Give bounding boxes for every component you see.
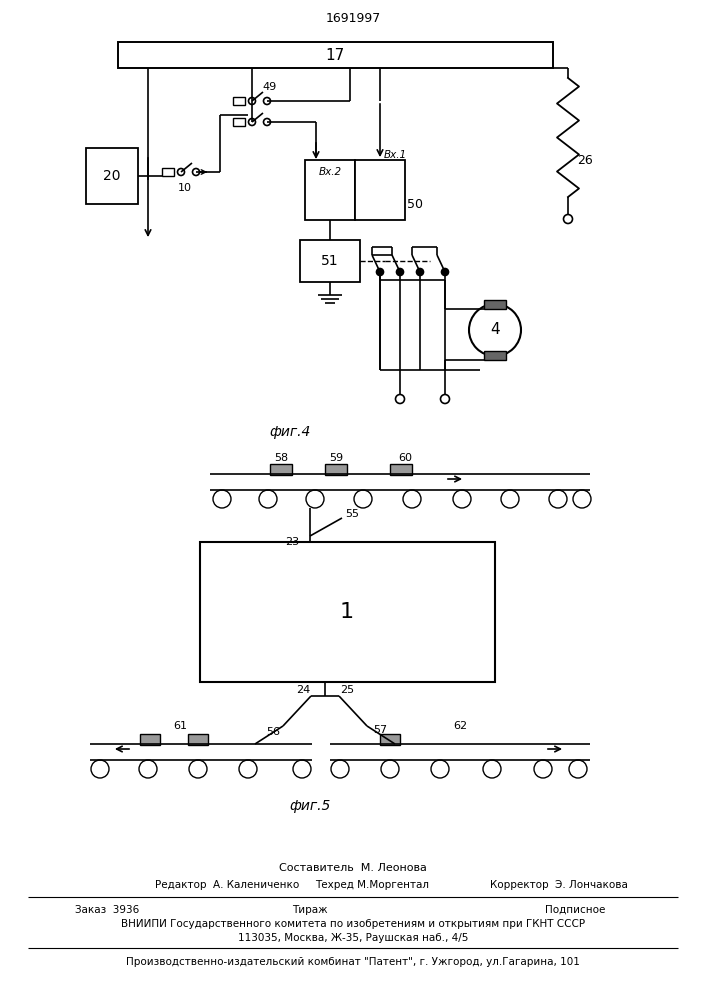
Circle shape bbox=[264, 98, 271, 104]
Text: Заказ  3936: Заказ 3936 bbox=[75, 905, 139, 915]
Text: 49: 49 bbox=[263, 82, 277, 92]
Bar bbox=[390, 464, 412, 475]
Circle shape bbox=[139, 760, 157, 778]
Circle shape bbox=[377, 268, 383, 275]
Text: Вх.1: Вх.1 bbox=[383, 150, 407, 160]
Text: 24: 24 bbox=[296, 685, 310, 695]
Circle shape bbox=[189, 760, 207, 778]
Circle shape bbox=[395, 394, 404, 403]
Text: 10: 10 bbox=[178, 183, 192, 193]
Circle shape bbox=[549, 490, 567, 508]
Text: 113035, Москва, Ж-35, Раушская наб., 4/5: 113035, Москва, Ж-35, Раушская наб., 4/5 bbox=[238, 933, 468, 943]
Bar bbox=[300, 240, 360, 282]
Bar bbox=[484, 351, 506, 360]
Bar bbox=[355, 160, 405, 220]
Circle shape bbox=[453, 490, 471, 508]
Circle shape bbox=[248, 98, 255, 104]
Text: 1691997: 1691997 bbox=[325, 11, 380, 24]
Circle shape bbox=[239, 760, 257, 778]
Circle shape bbox=[469, 304, 521, 356]
Text: 1: 1 bbox=[340, 602, 354, 622]
Circle shape bbox=[501, 490, 519, 508]
Circle shape bbox=[331, 760, 349, 778]
Text: 62: 62 bbox=[453, 721, 467, 731]
Text: 20: 20 bbox=[103, 169, 121, 183]
Text: 57: 57 bbox=[373, 725, 387, 735]
Text: 17: 17 bbox=[325, 47, 344, 62]
Bar bbox=[380, 734, 400, 745]
Circle shape bbox=[483, 760, 501, 778]
Text: Тираж: Тираж bbox=[292, 905, 328, 915]
Circle shape bbox=[381, 760, 399, 778]
Circle shape bbox=[91, 760, 109, 778]
Bar bbox=[140, 734, 160, 745]
Text: Вх.2: Вх.2 bbox=[318, 167, 341, 177]
Bar bbox=[86, 148, 138, 204]
Circle shape bbox=[354, 490, 372, 508]
Circle shape bbox=[431, 760, 449, 778]
Bar bbox=[305, 160, 355, 220]
Bar bbox=[484, 300, 506, 309]
Text: Подписное: Подписное bbox=[545, 905, 605, 915]
Text: 55: 55 bbox=[345, 509, 359, 519]
Text: 58: 58 bbox=[274, 453, 288, 463]
Text: Производственно-издательский комбинат "Патент", г. Ужгород, ул.Гагарина, 101: Производственно-издательский комбинат "П… bbox=[126, 957, 580, 967]
Text: 4: 4 bbox=[490, 322, 500, 338]
Text: 50: 50 bbox=[407, 198, 423, 212]
Text: Редактор  А. Калениченко: Редактор А. Калениченко bbox=[155, 880, 299, 890]
Text: 59: 59 bbox=[329, 453, 343, 463]
Bar bbox=[270, 464, 292, 475]
Text: фиг.4: фиг.4 bbox=[269, 425, 310, 439]
Circle shape bbox=[573, 490, 591, 508]
Circle shape bbox=[192, 168, 199, 176]
Text: 60: 60 bbox=[398, 453, 412, 463]
Circle shape bbox=[264, 118, 271, 125]
Circle shape bbox=[534, 760, 552, 778]
Text: Техред М.Моргентал: Техред М.Моргентал bbox=[315, 880, 429, 890]
Circle shape bbox=[563, 215, 573, 224]
Text: 23: 23 bbox=[285, 537, 299, 547]
Circle shape bbox=[213, 490, 231, 508]
Bar bbox=[200, 542, 495, 682]
Bar bbox=[188, 734, 208, 745]
Bar bbox=[325, 464, 347, 475]
Bar bbox=[118, 42, 553, 68]
Text: ВНИИПИ Государственного комитета по изобретениям и открытиям при ГКНТ СССР: ВНИИПИ Государственного комитета по изоб… bbox=[121, 919, 585, 929]
Circle shape bbox=[259, 490, 277, 508]
Text: Корректор  Э. Лончакова: Корректор Э. Лончакова bbox=[490, 880, 628, 890]
Circle shape bbox=[293, 760, 311, 778]
Text: Составитель  М. Леонова: Составитель М. Леонова bbox=[279, 863, 427, 873]
Circle shape bbox=[569, 760, 587, 778]
Circle shape bbox=[248, 118, 255, 125]
Bar bbox=[162, 168, 174, 176]
Text: 56: 56 bbox=[266, 727, 280, 737]
Text: 51: 51 bbox=[321, 254, 339, 268]
Text: фиг.5: фиг.5 bbox=[289, 799, 331, 813]
Circle shape bbox=[403, 490, 421, 508]
Text: 25: 25 bbox=[340, 685, 354, 695]
Circle shape bbox=[416, 268, 423, 275]
Text: 26: 26 bbox=[577, 153, 593, 166]
Circle shape bbox=[397, 268, 404, 275]
Bar bbox=[233, 97, 245, 105]
Circle shape bbox=[440, 394, 450, 403]
Circle shape bbox=[441, 268, 448, 275]
Circle shape bbox=[306, 490, 324, 508]
Bar bbox=[233, 118, 245, 126]
Text: 61: 61 bbox=[173, 721, 187, 731]
Circle shape bbox=[177, 168, 185, 176]
